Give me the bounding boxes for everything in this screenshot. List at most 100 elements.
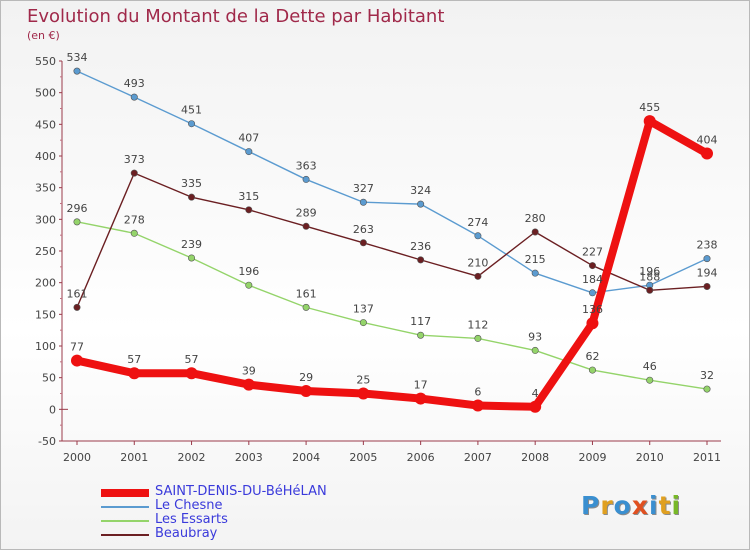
- data-label: 534: [67, 51, 88, 64]
- legend-label: Le Chesne: [155, 498, 223, 513]
- data-label: 327: [353, 182, 374, 195]
- data-label: 238: [697, 239, 718, 252]
- data-point: [185, 367, 198, 380]
- legend-swatch: [101, 506, 149, 508]
- data-point: [417, 256, 425, 264]
- legend-swatch: [101, 489, 149, 497]
- data-point: [588, 366, 596, 374]
- data-label: 296: [67, 202, 88, 215]
- data-point: [703, 255, 711, 263]
- series-3: [73, 169, 711, 311]
- data-point: [357, 387, 370, 400]
- chart-title: Evolution du Montant de la Dette par Hab…: [27, 6, 445, 27]
- legend-label: SAINT-DENIS-DU-BéHéLAN: [155, 484, 327, 499]
- data-label: 77: [70, 341, 84, 354]
- x-tick-label: 2010: [636, 451, 664, 464]
- y-tick-label: 250: [35, 245, 56, 258]
- data-point: [128, 367, 141, 380]
- data-label: 274: [467, 216, 488, 229]
- y-tick-label: 550: [35, 55, 56, 68]
- data-point: [245, 206, 253, 214]
- data-label: 112: [467, 318, 488, 331]
- data-label: 196: [238, 265, 259, 278]
- y-tick-label: 350: [35, 182, 56, 195]
- x-tick-label: 2009: [578, 451, 606, 464]
- data-label: 29: [299, 371, 313, 384]
- data-point: [73, 303, 81, 311]
- data-label: 263: [353, 223, 374, 236]
- data-label: 407: [238, 132, 259, 145]
- data-label: 324: [410, 184, 431, 197]
- y-tick-label: -50: [38, 435, 56, 448]
- data-point: [701, 147, 713, 160]
- data-point: [703, 385, 711, 393]
- data-point: [588, 289, 596, 297]
- data-label: 17: [414, 379, 428, 392]
- data-point: [417, 331, 425, 339]
- series-0: [71, 115, 713, 413]
- data-label: 373: [124, 153, 145, 166]
- data-label: 57: [127, 353, 141, 366]
- series-1: [73, 67, 711, 297]
- x-tick-label: 2007: [464, 451, 492, 464]
- data-label: 117: [410, 315, 431, 328]
- data-point: [531, 269, 539, 277]
- series-line: [76, 221, 708, 390]
- data-point: [359, 198, 367, 206]
- data-label: 4: [532, 387, 539, 400]
- series-line: [73, 117, 711, 411]
- data-label: 335: [181, 177, 202, 190]
- data-point: [302, 175, 310, 183]
- y-tick-label: 500: [35, 87, 56, 100]
- data-label: 196: [639, 265, 660, 278]
- data-point: [188, 254, 196, 262]
- data-point: [359, 319, 367, 327]
- chart-subtitle: (en €): [27, 29, 60, 42]
- data-point: [531, 346, 539, 354]
- data-label: 46: [643, 360, 657, 373]
- y-tick-label: 0: [49, 403, 56, 416]
- data-point: [188, 193, 196, 201]
- data-point: [531, 228, 539, 236]
- data-point: [646, 376, 654, 384]
- data-label: 493: [124, 77, 145, 90]
- x-tick-label: 2003: [235, 451, 263, 464]
- data-label: 6: [474, 386, 481, 399]
- data-label: 289: [296, 206, 317, 219]
- data-point: [474, 334, 482, 342]
- data-label: 227: [582, 246, 603, 259]
- data-label: 184: [582, 273, 603, 286]
- legend-label: Les Essarts: [155, 512, 228, 527]
- data-label: 239: [181, 238, 202, 251]
- series-line: [76, 172, 708, 309]
- data-label: 404: [697, 133, 718, 146]
- data-point: [474, 272, 482, 280]
- data-label: 93: [528, 330, 542, 343]
- y-tick-label: 200: [35, 277, 56, 290]
- data-label: 57: [185, 353, 199, 366]
- data-point: [130, 169, 138, 177]
- data-point: [245, 148, 253, 156]
- data-label: 315: [238, 190, 259, 203]
- data-point: [130, 93, 138, 101]
- data-point: [588, 262, 596, 270]
- data-point: [245, 281, 253, 289]
- data-point: [302, 222, 310, 230]
- proxiti-logo: Proxiti: [581, 491, 682, 520]
- y-tick-label: 300: [35, 213, 56, 226]
- x-tick-label: 2005: [349, 451, 377, 464]
- x-tick-label: 2011: [693, 451, 721, 464]
- x-tick-label: 2000: [63, 451, 91, 464]
- data-point: [414, 392, 427, 405]
- x-tick-label: 2008: [521, 451, 549, 464]
- data-label: 280: [525, 212, 546, 225]
- data-label: 137: [353, 303, 374, 316]
- y-tick-label: 50: [42, 372, 56, 385]
- data-point: [529, 400, 542, 413]
- data-point: [359, 239, 367, 247]
- data-label: 32: [700, 369, 714, 382]
- data-label: 25: [356, 374, 370, 387]
- y-tick-label: 400: [35, 150, 56, 163]
